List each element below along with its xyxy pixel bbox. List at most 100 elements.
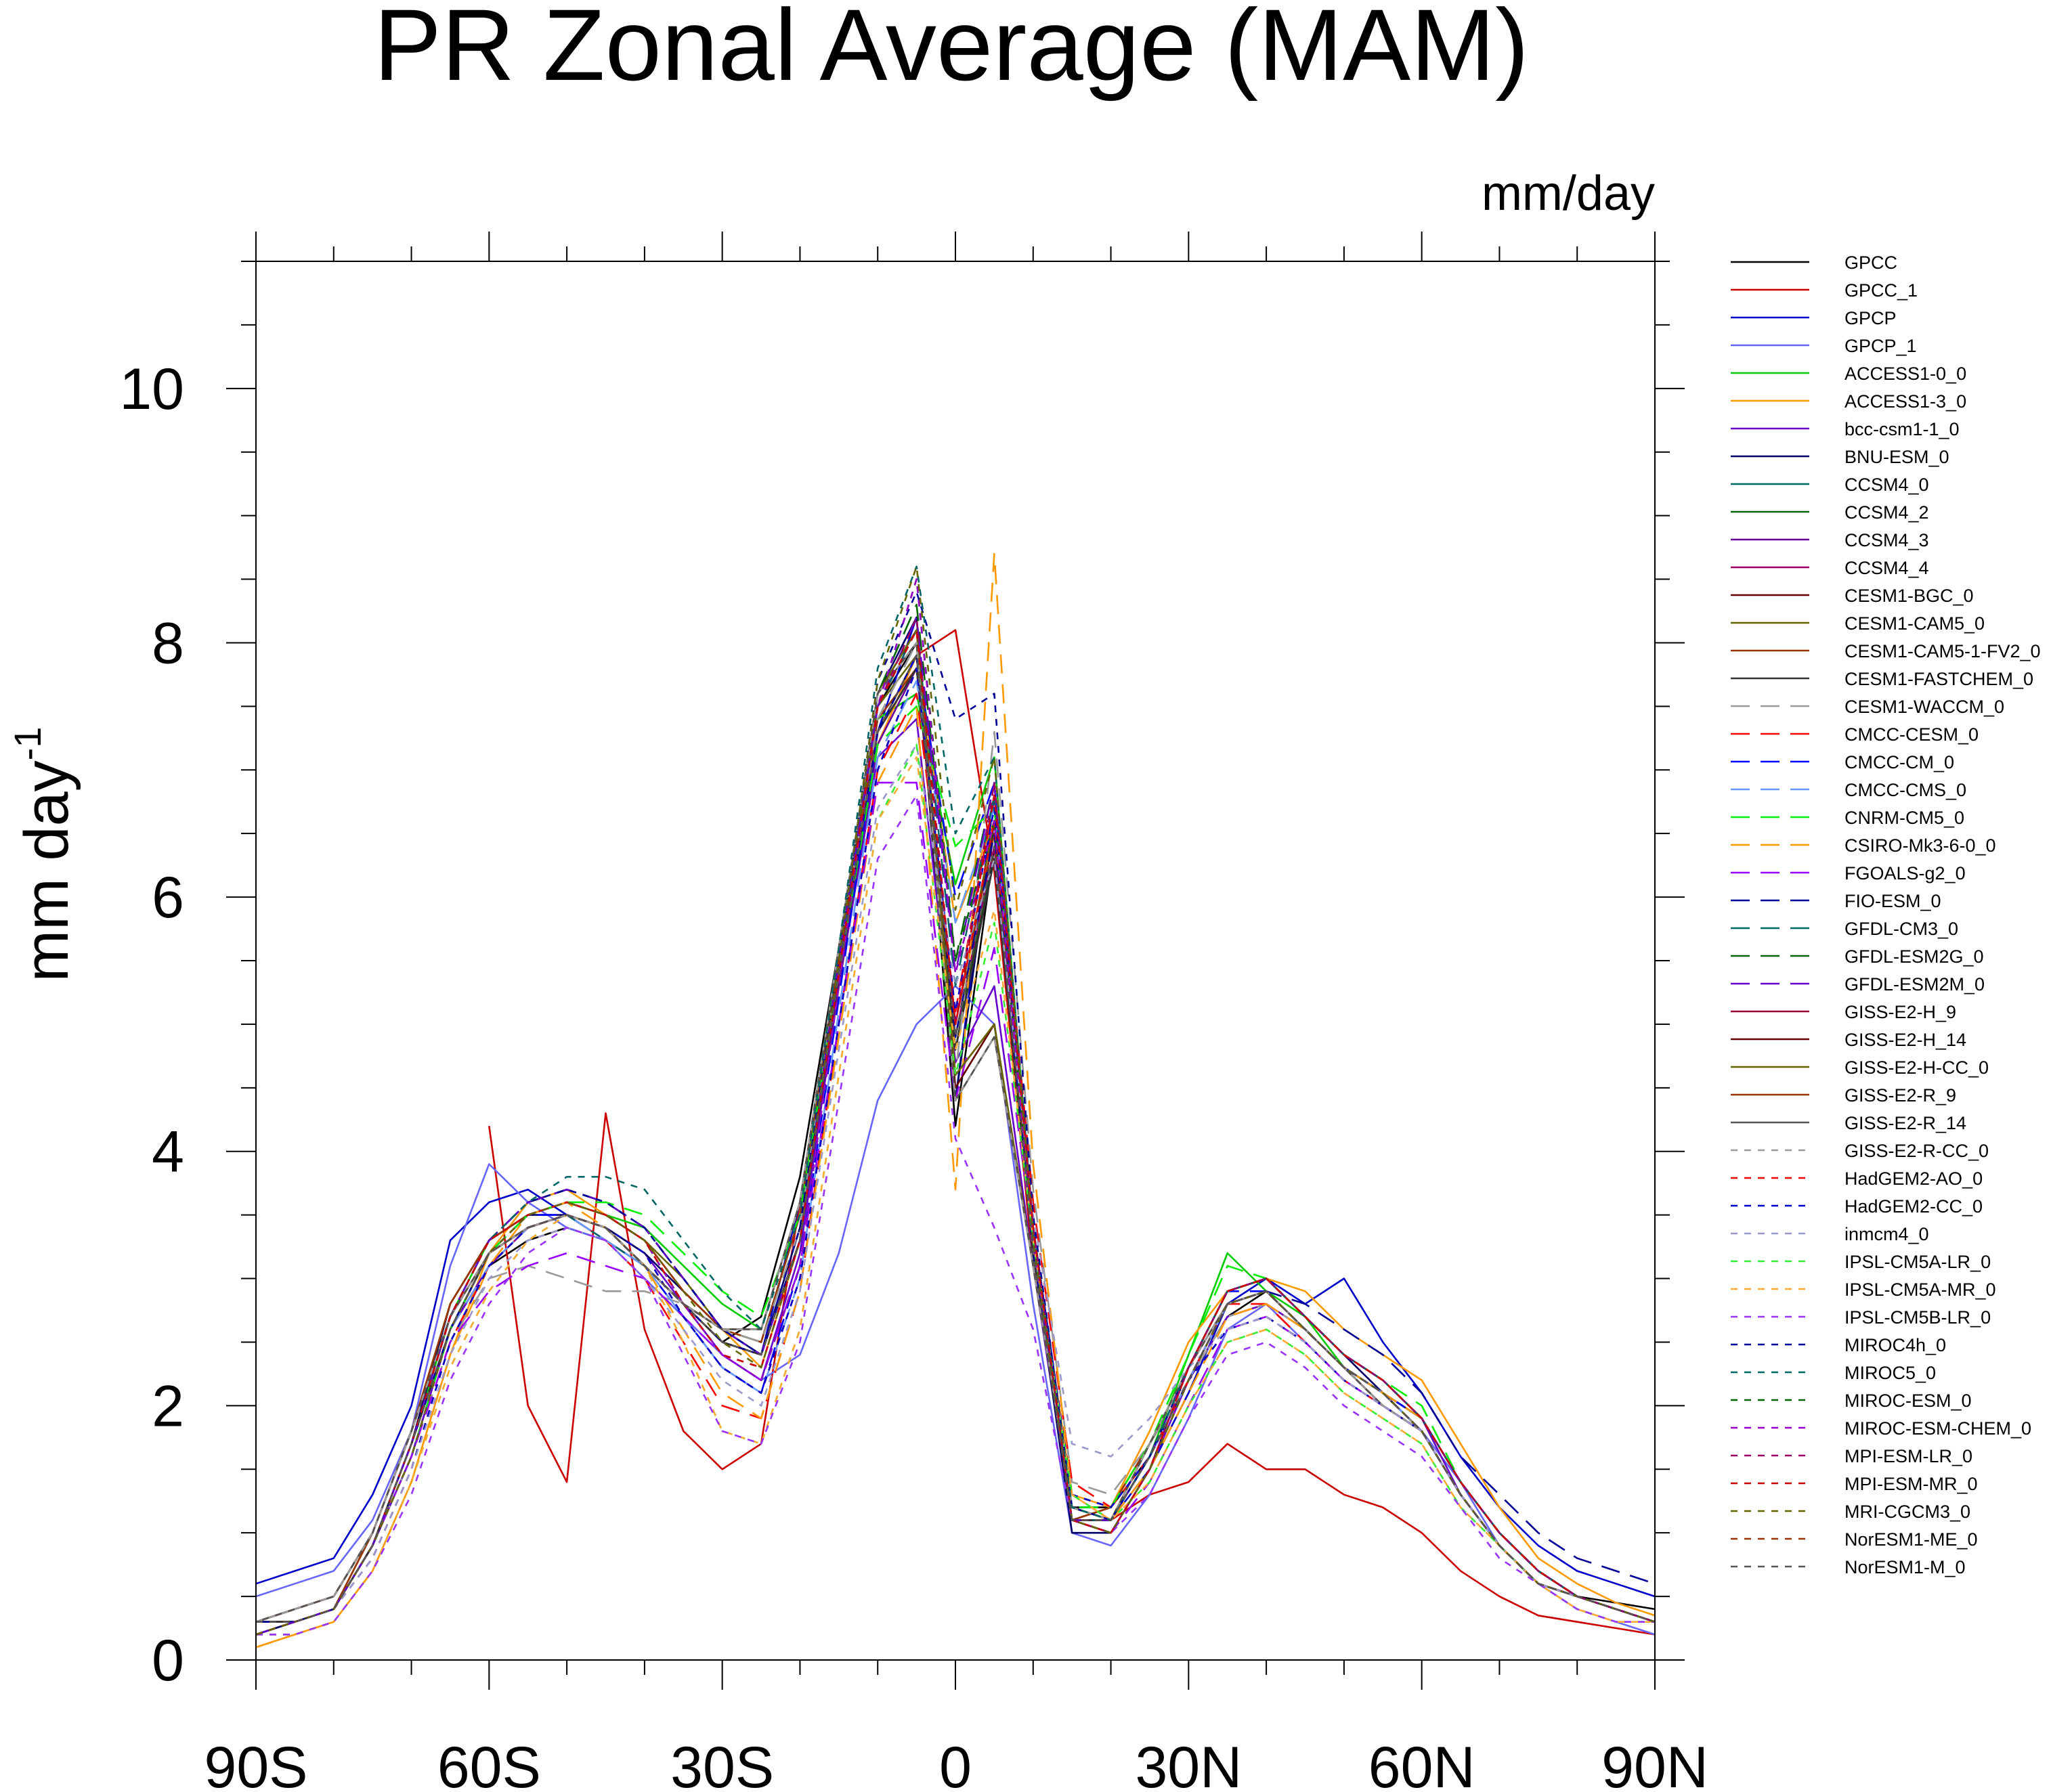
legend-label: GPCP: [1844, 308, 1897, 328]
series-line-miroc-esm-chem-0: [256, 578, 1655, 1636]
legend-label: inmcm4_0: [1844, 1224, 1929, 1244]
series-line-giss-e2-r-14: [256, 642, 1655, 1623]
series-line-miroc5-0: [256, 565, 1655, 1636]
series-line-ipsl-cm5a-mr-0: [256, 756, 1655, 1636]
legend-label: MIROC4h_0: [1844, 1335, 1946, 1355]
series-line-cmcc-cms-0: [256, 680, 1655, 1636]
legend-label: GISS-E2-H_9: [1844, 1002, 1956, 1022]
legend-label: CESM1-CAM5_0: [1844, 613, 1985, 634]
legend-label: CCSM4_3: [1844, 530, 1929, 550]
series-line-mpi-esm-lr-0: [256, 616, 1655, 1636]
legend-label: CNRM-CM5_0: [1844, 808, 1964, 828]
series-line-mri-cgcm3-0: [256, 565, 1655, 1636]
legend-label: NorESM1-M_0: [1844, 1557, 1966, 1577]
legend-label: BNU-ESM_0: [1844, 447, 1949, 467]
legend-label: CESM1-WACCM_0: [1844, 697, 2004, 717]
legend-label: GISS-E2-H_14: [1844, 1030, 1966, 1050]
x-tick-label: 0: [939, 1735, 972, 1792]
x-tick-label: 60S: [437, 1735, 541, 1792]
series-line-ipsl-cm5b-lr-0: [256, 794, 1655, 1636]
series-line-ccsm4-3: [256, 667, 1655, 1623]
legend-label: NorESM1-ME_0: [1844, 1529, 1978, 1550]
y-tick-label: 10: [119, 357, 184, 422]
series-line-access1-0-0: [256, 693, 1655, 1636]
chart-title: PR Zonal Average (MAM): [374, 0, 1529, 102]
legend-label: CESM1-FASTCHEM_0: [1844, 669, 2033, 689]
legend-label: MRI-CGCM3_0: [1844, 1502, 1970, 1522]
y-axis-label-main: mm day: [12, 760, 81, 982]
legend-label: GISS-E2-R_14: [1844, 1113, 1966, 1133]
series-line-cesm1-waccm-0: [256, 642, 1655, 1623]
legend-label: CMCC-CMS_0: [1844, 780, 1966, 800]
y-tick-label: 6: [152, 865, 184, 930]
legend-label: IPSL-CM5A-MR_0: [1844, 1280, 1996, 1300]
series-line-hadgem2-ao-0: [256, 667, 1655, 1636]
legend-label: MIROC5_0: [1844, 1363, 1936, 1383]
legend-label: GFDL-ESM2G_0: [1844, 946, 1984, 967]
legend-label: MPI-ESM-MR_0: [1844, 1474, 1978, 1494]
series-line-giss-e2-r-cc-0: [256, 642, 1655, 1623]
legend-label: HadGEM2-AO_0: [1844, 1168, 1983, 1189]
x-tick-label: 30N: [1135, 1735, 1242, 1792]
series-line-cnrm-cm5-0: [256, 705, 1655, 1636]
legend-label: CCSM4_2: [1844, 502, 1929, 523]
legend-label: ACCESS1-3_0: [1844, 391, 1966, 412]
legend-label: CMCC-CM_0: [1844, 752, 1954, 772]
units-label: mm/day: [1482, 167, 1655, 221]
legend-label: IPSL-CM5A-LR_0: [1844, 1252, 1991, 1272]
y-tick-label: 0: [152, 1628, 184, 1693]
series-line-fio-esm-0: [256, 654, 1655, 1623]
x-tick-label: 90N: [1601, 1735, 1708, 1792]
legend-label: CESM1-BGC_0: [1844, 586, 1974, 606]
legend-label: ACCESS1-0_0: [1844, 364, 1966, 384]
series-line-hadgem2-cc-0: [256, 667, 1655, 1636]
y-tick-label: 4: [152, 1120, 184, 1185]
legend-label: HadGEM2-CC_0: [1844, 1196, 1983, 1217]
legend-label: GISS-E2-H-CC_0: [1844, 1057, 1989, 1078]
legend-label: CCSM4_0: [1844, 475, 1929, 495]
legend: GPCC GPCC_1 GPCP GPCP_1 ACCESS1-0_0 ACCESS1-3…: [1731, 253, 2041, 1577]
x-tick-label: 30S: [670, 1735, 774, 1792]
series-line-access1-3-0: [256, 654, 1655, 1648]
legend-label: bcc-csm1-1_0: [1844, 419, 1960, 439]
series-line-giss-e2-r-9: [256, 642, 1655, 1623]
legend-label: GFDL-ESM2M_0: [1844, 974, 1985, 995]
series-line-gpcp: [256, 616, 1655, 1598]
y-tick-label: 8: [152, 611, 184, 676]
legend-label: GISS-E2-R_9: [1844, 1085, 1956, 1106]
series-line-miroc-esm-0: [256, 578, 1655, 1636]
legend-label: FIO-ESM_0: [1844, 891, 1941, 911]
series-line-gfdl-cm3-0: [256, 629, 1655, 1636]
legend-label: CSIRO-Mk3-6-0_0: [1844, 835, 1996, 856]
data-series: [256, 552, 1655, 1648]
legend-label: GPCC: [1844, 253, 1897, 273]
series-line-miroc4h-0: [256, 591, 1655, 1636]
legend-label: MIROC-ESM_0: [1844, 1391, 1972, 1411]
legend-label: CCSM4_4: [1844, 558, 1929, 578]
y-axis-label-exponent: -1: [6, 727, 49, 761]
series-line-cesm1-cam5-1-fv2-0: [256, 667, 1655, 1623]
series-line-ccsm4-0: [256, 667, 1655, 1623]
plot-frame: [255, 261, 1656, 1661]
series-line-gpcc-1: [488, 629, 1655, 1636]
axis-ticks: [226, 232, 1685, 1690]
series-line-bcc-csm1-1-0: [256, 718, 1655, 1636]
x-tick-label: 60N: [1368, 1735, 1475, 1792]
legend-label: IPSL-CM5B-LR_0: [1844, 1307, 1991, 1328]
series-line-cmcc-cm-0: [256, 654, 1655, 1636]
series-line-ccsm4-4: [256, 667, 1655, 1623]
legend-label: GPCP_1: [1844, 336, 1917, 356]
legend-label: MPI-ESM-LR_0: [1844, 1446, 1972, 1466]
series-line-cesm1-fastchem-0: [256, 667, 1655, 1623]
y-axis-label: mm day-1: [6, 727, 81, 982]
legend-label: GFDL-CM3_0: [1844, 919, 1958, 939]
legend-label: FGOALS-g2_0: [1844, 863, 1966, 883]
axis-tick-labels: 90S 60S 30S 0 30N 60N 90N 0 2 4 6 8 10: [119, 357, 1708, 1792]
series-line-mpi-esm-mr-0: [256, 629, 1655, 1636]
legend-label: CESM1-CAM5-1-FV2_0: [1844, 641, 2041, 661]
legend-label: GISS-E2-R-CC_0: [1844, 1141, 1989, 1161]
x-tick-label: 90S: [204, 1735, 307, 1792]
legend-label: MIROC-ESM-CHEM_0: [1844, 1418, 2031, 1439]
legend-label: GPCC_1: [1844, 280, 1918, 301]
